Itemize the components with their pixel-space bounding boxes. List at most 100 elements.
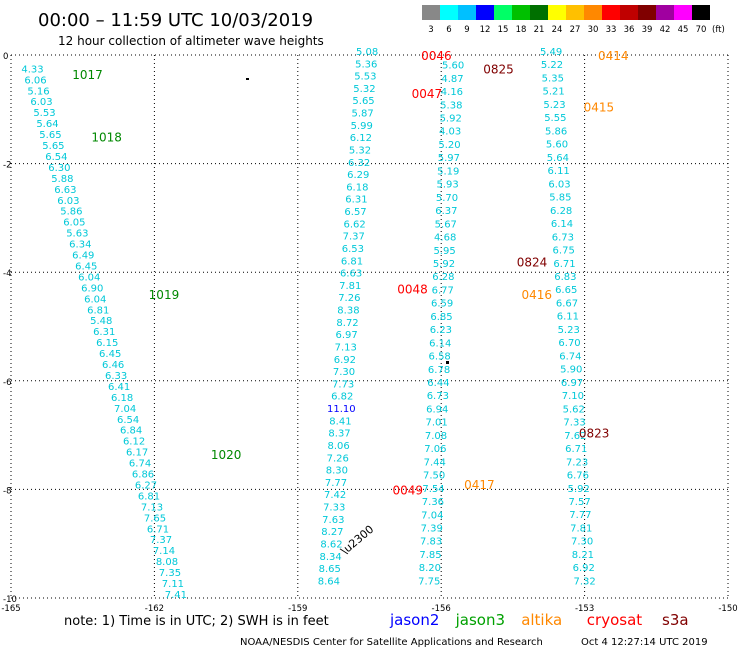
wave-height-label: 6.65: [555, 285, 577, 296]
wave-height-label: 7.10: [562, 391, 584, 402]
wave-height-label: 5.92: [440, 113, 462, 124]
wave-height-label: 7.73: [332, 379, 354, 390]
wave-height-label: 7.62: [564, 431, 586, 442]
x-tick-label: -150: [718, 604, 737, 614]
footer-credit: NOAA/NESDIS Center for Satellite Applica…: [240, 637, 543, 648]
y-tick-label: -10: [3, 595, 17, 605]
wave-height-label: 6.37: [435, 206, 457, 217]
footer-timestamp: Oct 4 12:27:14 UTC 2019: [581, 637, 708, 648]
wave-height-label: 7.41: [165, 590, 187, 601]
wave-height-label: 5.70: [436, 193, 458, 204]
wave-height-label: 6.03: [30, 97, 52, 108]
wave-height-label: 5.65: [39, 130, 61, 141]
pass-time-labels: 1017 1018 1019 1020 0046 0047 0048 0049 0825 0824…: [72, 49, 628, 497]
wave-height-label: 6.92: [573, 563, 595, 574]
wave-height-label: 8.65: [319, 564, 341, 575]
wave-height-label: 6.04: [84, 294, 106, 305]
wave-height-label: 5.55: [544, 113, 566, 124]
wave-height-label: 7.11: [162, 579, 184, 590]
colorbar-label: 27: [570, 25, 581, 35]
wave-height-label: 7.32: [573, 576, 595, 587]
pass-time-label: 0048: [397, 282, 428, 296]
pass-time-label: 0417: [464, 478, 495, 492]
wave-height-label: 7.54: [422, 484, 444, 495]
y-tick-label: -6: [3, 378, 11, 388]
wave-height-label: 6.63: [340, 269, 362, 280]
wave-height-label: 11.10: [327, 404, 356, 415]
wave-height-values: 4.336.065.166.035.535.645.655.656.546.30…: [21, 47, 595, 601]
wave-height-label: 5.35: [542, 73, 564, 84]
colorbar-swatch: [440, 5, 458, 20]
wave-height-label: 6.94: [426, 404, 448, 415]
wave-height-label: 6.84: [120, 426, 142, 437]
wave-height-label: 6.14: [429, 338, 451, 349]
colorbar-label: 36: [624, 25, 635, 35]
chart-subtitle: 12 hour collection of altimeter wave hei…: [58, 34, 324, 48]
wave-height-label: 6.82: [331, 392, 353, 403]
wave-height-label: 7.04: [114, 404, 136, 415]
wave-height-label: 5.93: [437, 180, 459, 191]
wave-height-label: 7.37: [343, 232, 365, 243]
colorbar-label: 24: [552, 25, 563, 35]
wave-height-label: 6.11: [548, 166, 570, 177]
colorbar-swatch: [476, 5, 494, 20]
wave-height-label: 6.05: [63, 218, 85, 229]
colorbar-label: 39: [642, 25, 653, 35]
pass-time-label: 0414: [598, 49, 629, 63]
colorbar-label: 70: [696, 25, 707, 35]
wave-height-label: 7.81: [570, 523, 592, 534]
wave-height-label: 6.81: [341, 256, 363, 267]
y-tick-label: -2: [3, 161, 11, 171]
wave-height-label: 6.74: [129, 459, 151, 470]
wave-height-label: 7.06: [424, 444, 446, 455]
wave-height-label: 5.53: [33, 108, 55, 119]
wave-height-label: 6.57: [344, 207, 366, 218]
wave-height-label: 6.11: [557, 312, 579, 323]
wave-height-label: 5.95: [433, 246, 455, 257]
wave-height-label: 8.37: [328, 429, 350, 440]
colorbar-label: 33: [606, 25, 617, 35]
wave-height-label: 5.86: [545, 126, 567, 137]
wave-height-label: 8.06: [328, 441, 350, 452]
wave-height-label: 4.33: [21, 64, 43, 75]
wave-height-label: 7.30: [333, 367, 355, 378]
y-tick-label: 0: [3, 52, 8, 62]
wave-height-label: 5.97: [438, 153, 460, 164]
pass-time-label: 1020: [211, 448, 242, 462]
wave-height-label: 8.34: [320, 552, 342, 563]
wave-height-label: 8.30: [326, 466, 348, 477]
wave-height-label: 6.58: [429, 352, 451, 363]
stray-glyph: \u2300: [338, 523, 376, 558]
wave-height-label: 6.27: [135, 480, 157, 491]
wave-height-label: 5.49: [540, 47, 562, 58]
y-tick-label: -4: [3, 269, 11, 279]
wave-height-label: 7.44: [424, 457, 446, 468]
wave-height-label: 6.63: [54, 185, 76, 196]
pass-time-label: 0046: [421, 49, 452, 63]
wave-height-label: 7.13: [141, 502, 163, 513]
wave-height-label: 5.65: [352, 96, 374, 107]
wave-height-label: 6.92: [334, 355, 356, 366]
wave-height-label: 8.62: [320, 539, 342, 550]
wave-height-label: 5.67: [435, 219, 457, 230]
wave-height-label: 6.81: [138, 491, 160, 502]
wave-height-label: 7.83: [420, 537, 442, 548]
wave-height-label: 7.26: [327, 453, 349, 464]
colorbar-label: 45: [678, 25, 689, 35]
wave-height-label: 6.30: [48, 163, 70, 174]
wave-height-label: 5.38: [440, 100, 462, 111]
wave-height-label: 5.08: [356, 47, 378, 58]
wave-height-label: 7.50: [423, 471, 445, 482]
wave-height-label: 7.26: [338, 293, 360, 304]
wave-height-label: 8.20: [419, 563, 441, 574]
wave-height-label: 7.33: [323, 503, 345, 514]
pass-time-label: 0415: [584, 101, 615, 115]
wave-height-label: 6.45: [75, 261, 97, 272]
wave-height-label: 5.62: [563, 404, 585, 415]
wave-height-label: 5.63: [66, 229, 88, 240]
wave-height-label: 6.31: [93, 327, 115, 338]
colorbar-swatch: [512, 5, 530, 20]
wave-height-label: 8.72: [336, 318, 358, 329]
wave-height-label: 6.15: [96, 338, 118, 349]
colorbar-swatch: [620, 5, 638, 20]
